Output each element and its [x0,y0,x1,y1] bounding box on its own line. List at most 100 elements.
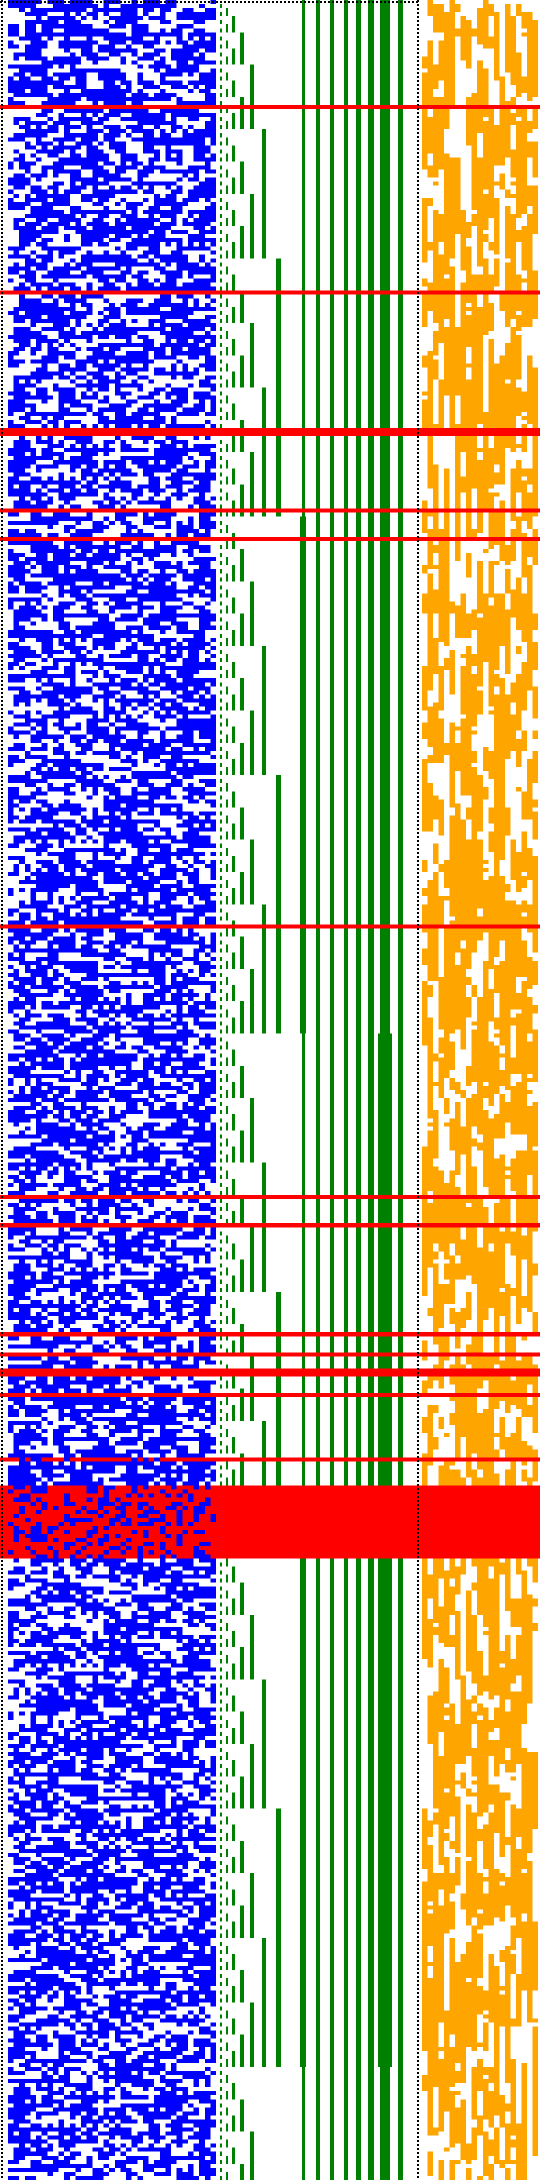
bit-cell [98,1013,109,1017]
bit-cell [36,210,42,214]
bit-cell [87,933,98,937]
bit-cell [143,997,149,1001]
bit-cell [47,1243,53,1247]
bit-cell [87,993,93,997]
bit-cell [53,517,59,521]
bit-cell [182,727,193,731]
bit-cell [182,299,188,303]
bit-cell [30,206,36,210]
bit-cell [160,20,166,24]
bit-cell [70,1211,76,1215]
bit-cell [188,529,194,533]
bit-cell [59,1256,70,1260]
bit-cell [160,666,177,670]
bit-cell [210,1247,216,1251]
bit-cell [64,771,70,775]
bit-cell [194,396,200,400]
bit-cell [36,678,42,682]
bit-cell [92,476,98,480]
bit-cell [81,396,87,400]
bit-cell [171,1316,188,1320]
bit-cell [149,1013,155,1017]
bit-cell [75,1025,86,1029]
bit-cell [137,283,148,287]
bit-cell [70,182,76,186]
bit-cell [171,137,193,141]
bit-cell [19,981,36,985]
bit-cell [194,1054,205,1058]
bit-cell [19,553,25,557]
bit-cell [14,1058,20,1062]
bit-cell [132,791,143,795]
bit-cell [25,1215,31,1219]
bit-cell [36,1122,47,1126]
bit-cell [199,61,205,65]
bit-cell [154,727,160,731]
bit-cell [205,1284,216,1288]
bit-cell [8,1316,25,1320]
bit-cell [199,1304,210,1308]
bit-cell [109,900,115,904]
bit-cell [199,937,205,941]
bit-cell [188,828,199,832]
bit-cell [14,178,20,182]
bit-cell [25,1272,36,1276]
bit-cell [87,763,104,767]
bit-cell [81,73,87,77]
bit-cell [149,690,160,694]
bit-cell [30,1086,36,1090]
bit-cell [194,981,211,985]
bit-cell [120,488,126,492]
bit-cell [143,279,149,283]
bit-cell [14,315,20,319]
bit-cell [14,553,20,557]
bit-cell [205,1134,216,1138]
bit-cell [205,900,211,904]
bit-cell [42,214,48,218]
bit-cell [137,416,143,420]
bit-cell [59,77,65,81]
bit-cell [210,597,216,601]
bit-cell [59,743,65,747]
bit-cell [115,1215,121,1219]
bit-cell [47,214,64,218]
bit-cell [87,371,98,375]
bit-cell [19,1179,25,1183]
bit-cell [75,125,81,129]
bit-cell [177,1247,188,1251]
bit-cell [115,1308,121,1312]
bit-cell [143,166,165,170]
bit-cell [42,755,48,759]
bit-cell [182,327,199,331]
bit-cell [115,258,132,262]
bit-cell [177,908,183,912]
bit-cell [182,1013,210,1017]
bit-cell [137,254,148,258]
bit-cell [126,743,132,747]
bit-cell [132,101,143,105]
bit-cell [126,840,132,844]
bit-cell [205,464,216,468]
bit-cell [64,202,70,206]
bit-cell [70,1114,81,1118]
bit-cell [47,420,53,424]
bit-cell [42,1110,53,1114]
bit-cell [154,541,160,545]
bit-cell [53,488,64,492]
bit-cell [81,916,87,920]
bit-cell [8,799,14,803]
bit-cell [143,210,154,214]
bit-cell [19,242,25,246]
bit-cell [8,937,25,941]
bit-cell [132,1251,138,1255]
bit-cell [137,610,143,614]
bit-cell [126,553,132,557]
bit-cell [81,262,92,266]
bit-cell [8,1356,36,1360]
bit-cell [126,1187,132,1191]
bit-cell [53,1336,70,1340]
bit-cell [87,937,93,941]
bit-cell [205,706,216,710]
bit-cell [132,981,138,985]
bit-cell [36,1025,42,1029]
